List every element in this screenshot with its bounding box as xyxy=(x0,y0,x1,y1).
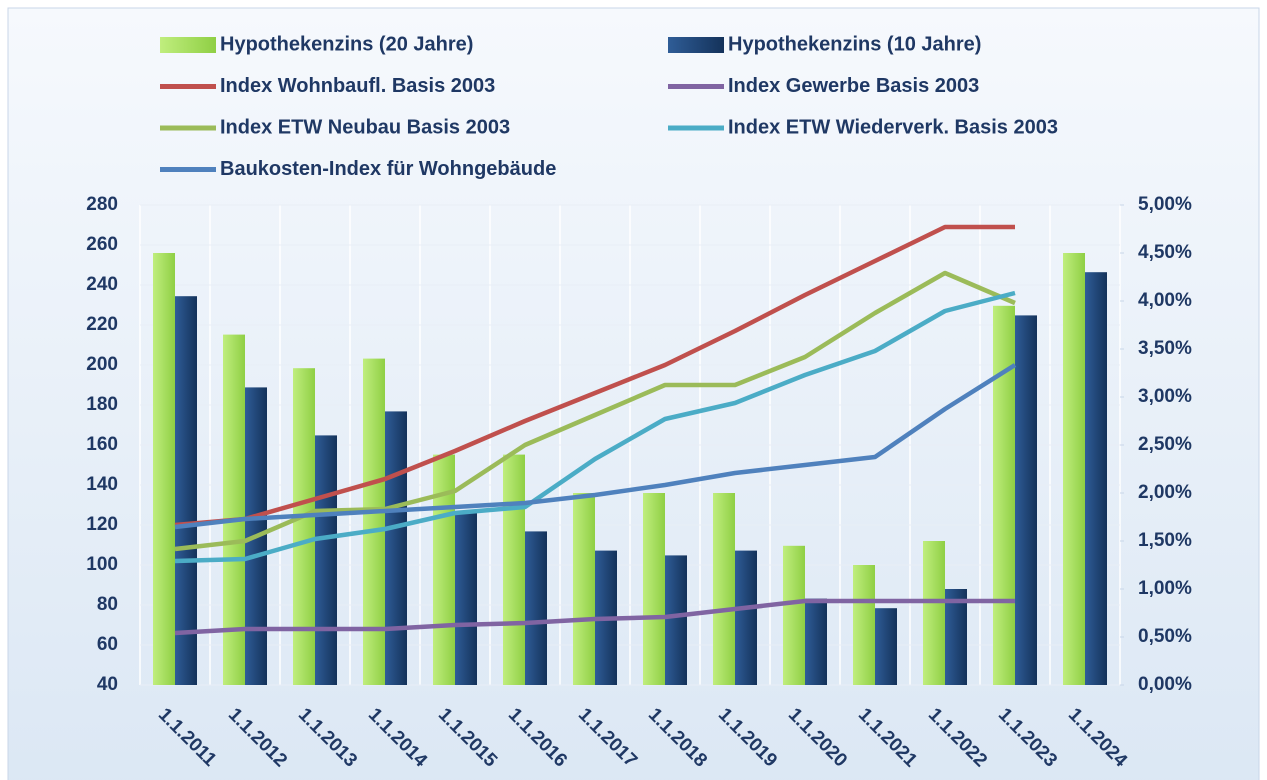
bar xyxy=(315,435,337,685)
bar xyxy=(503,454,525,685)
legend-label: Hypothekenzins (20 Jahre) xyxy=(220,33,473,55)
y-tick-label: 180 xyxy=(86,394,118,415)
y-tick-label: 120 xyxy=(86,514,118,535)
bar xyxy=(665,555,687,685)
legend-label: Index Gewerbe Basis 2003 xyxy=(728,75,979,97)
y-tick-label: 280 xyxy=(86,194,118,215)
y2-tick-label: 3,00% xyxy=(1138,386,1192,407)
y-tick-label: 100 xyxy=(86,554,118,575)
y-tick-label: 60 xyxy=(97,634,118,655)
y2-tick-label: 2,00% xyxy=(1138,482,1192,503)
legend-swatch xyxy=(668,37,724,53)
legend-label: Index Wohnbaufl. Basis 2003 xyxy=(220,75,495,97)
bar xyxy=(713,493,735,685)
y2-tick-label: 0,50% xyxy=(1138,626,1192,647)
y2-tick-label: 0,00% xyxy=(1138,674,1192,695)
legend-label: Baukosten-Index für Wohngebäude xyxy=(220,158,556,180)
bar xyxy=(735,550,757,685)
bar xyxy=(175,296,197,685)
y-tick-label: 80 xyxy=(97,594,118,615)
y2-tick-label: 4,50% xyxy=(1138,242,1192,263)
bar xyxy=(875,608,897,685)
bar xyxy=(1085,272,1107,685)
bar xyxy=(525,531,547,685)
y2-tick-label: 3,50% xyxy=(1138,338,1192,359)
y-tick-label: 160 xyxy=(86,434,118,455)
y-tick-label: 220 xyxy=(86,314,118,335)
y2-tick-label: 1,00% xyxy=(1138,578,1192,599)
bar xyxy=(643,493,665,685)
line xyxy=(174,363,1017,530)
bar xyxy=(1063,253,1085,685)
bar xyxy=(783,545,805,685)
y-tick-label: 240 xyxy=(86,274,118,295)
legend-label: Index ETW Wiederverk. Basis 2003 xyxy=(728,116,1058,138)
bar xyxy=(363,358,385,685)
bar xyxy=(293,368,315,685)
legend-label: Hypothekenzins (10 Jahre) xyxy=(728,33,981,55)
bar xyxy=(153,253,175,685)
bar xyxy=(223,334,245,685)
bar xyxy=(433,454,455,685)
bar xyxy=(1015,315,1037,685)
bar xyxy=(945,589,967,685)
line xyxy=(174,290,1016,564)
line xyxy=(174,598,1015,636)
y2-tick-label: 1,50% xyxy=(1138,530,1192,551)
y2-tick-label: 5,00% xyxy=(1138,194,1192,215)
y2-tick-label: 2,50% xyxy=(1138,434,1192,455)
legend-swatch xyxy=(160,37,216,53)
line xyxy=(174,270,1016,552)
y-tick-label: 200 xyxy=(86,354,118,375)
bar xyxy=(923,541,945,685)
y-tick-label: 140 xyxy=(86,474,118,495)
bar xyxy=(805,598,827,685)
bar xyxy=(573,493,595,685)
legend-label: Index ETW Neubau Basis 2003 xyxy=(220,116,510,138)
bar xyxy=(993,305,1015,685)
bar xyxy=(853,565,875,685)
line xyxy=(174,224,1015,528)
y-tick-label: 40 xyxy=(97,674,118,695)
y-tick-label: 260 xyxy=(86,234,118,255)
bar xyxy=(455,512,477,685)
y2-tick-label: 4,00% xyxy=(1138,290,1192,311)
bar xyxy=(385,411,407,685)
